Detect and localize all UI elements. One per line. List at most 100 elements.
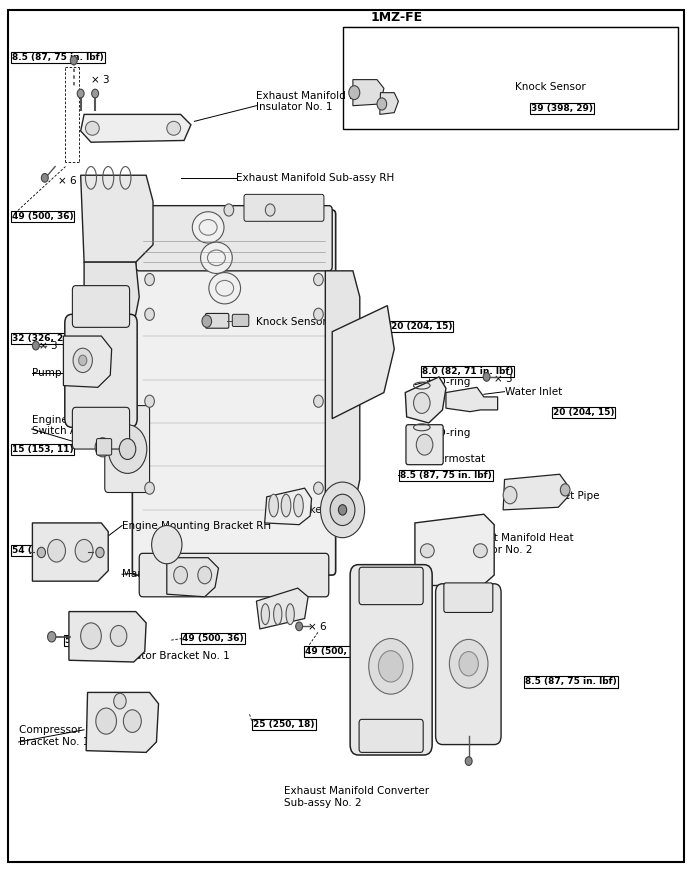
Circle shape (33, 341, 39, 350)
FancyBboxPatch shape (233, 314, 249, 326)
FancyBboxPatch shape (139, 554, 329, 596)
Circle shape (95, 438, 110, 457)
Circle shape (119, 439, 136, 460)
Circle shape (313, 274, 323, 286)
Text: Manifold Stay No. 2: Manifold Stay No. 2 (122, 569, 224, 579)
Circle shape (42, 174, 48, 182)
Circle shape (313, 395, 323, 407)
Ellipse shape (201, 242, 233, 274)
Circle shape (338, 505, 347, 515)
Text: ★ O-ring: ★ O-ring (426, 377, 471, 387)
Circle shape (295, 622, 302, 630)
Circle shape (330, 494, 355, 526)
Text: Exhaust Manifold Heat
Insulator No. 1: Exhaust Manifold Heat Insulator No. 1 (257, 91, 374, 112)
Text: × 3: × 3 (494, 373, 513, 384)
Text: 58 (591, 43): 58 (591, 43) (66, 636, 127, 644)
Circle shape (313, 482, 323, 494)
Text: Pump Bracket: Pump Bracket (32, 368, 104, 378)
Ellipse shape (473, 544, 487, 558)
Circle shape (369, 638, 413, 694)
Polygon shape (406, 377, 446, 423)
Text: Thermostat: Thermostat (426, 454, 485, 465)
Text: Exhaust Manifold Sub-assy RH: Exhaust Manifold Sub-assy RH (236, 173, 394, 183)
Text: Exhaust Manifold Converter
Sub-assy No. 2: Exhaust Manifold Converter Sub-assy No. … (284, 786, 429, 807)
Text: Knock Sensor: Knock Sensor (257, 317, 327, 327)
FancyBboxPatch shape (73, 407, 129, 449)
Circle shape (145, 274, 154, 286)
FancyBboxPatch shape (406, 425, 443, 465)
Ellipse shape (421, 544, 434, 558)
Circle shape (91, 89, 98, 98)
Text: Water Inlet: Water Inlet (504, 386, 562, 397)
Text: 8.5 (87, 75 in. lbf): 8.5 (87, 75 in. lbf) (12, 53, 104, 63)
Text: 8.5 (87, 75 in. lbf): 8.5 (87, 75 in. lbf) (400, 471, 491, 480)
Circle shape (320, 482, 365, 538)
Circle shape (417, 434, 432, 455)
Circle shape (110, 625, 127, 646)
Circle shape (113, 693, 126, 709)
Text: 54 (551, 40): 54 (551, 40) (12, 546, 73, 555)
Circle shape (202, 315, 212, 327)
FancyBboxPatch shape (8, 10, 684, 862)
Text: Water Inlet Pipe: Water Inlet Pipe (517, 491, 599, 501)
Circle shape (465, 757, 472, 766)
Ellipse shape (293, 494, 303, 517)
Text: 20 (204, 15): 20 (204, 15) (391, 322, 453, 331)
Ellipse shape (281, 494, 291, 517)
Ellipse shape (261, 603, 269, 624)
Text: 49 (500, 36): 49 (500, 36) (304, 647, 366, 656)
Circle shape (174, 567, 188, 583)
Ellipse shape (86, 121, 99, 135)
Text: Exhaust Manifold Heat
Insulator No. 2: Exhaust Manifold Heat Insulator No. 2 (456, 533, 574, 555)
Circle shape (48, 631, 56, 642)
Polygon shape (86, 692, 158, 753)
Circle shape (414, 392, 430, 413)
Circle shape (145, 308, 154, 320)
Polygon shape (257, 588, 308, 629)
Text: 8.0 (82, 71 in. lbf): 8.0 (82, 71 in. lbf) (422, 367, 513, 376)
Text: 25 (250, 18): 25 (250, 18) (253, 720, 314, 729)
Polygon shape (415, 514, 494, 585)
Text: × 3: × 3 (91, 76, 109, 85)
Text: × 6: × 6 (58, 176, 77, 187)
Polygon shape (332, 305, 394, 419)
Circle shape (75, 540, 93, 562)
Circle shape (349, 85, 360, 99)
Circle shape (48, 540, 66, 562)
Circle shape (79, 355, 87, 365)
Polygon shape (167, 558, 219, 596)
FancyBboxPatch shape (104, 405, 149, 493)
Ellipse shape (286, 603, 294, 624)
Circle shape (198, 567, 212, 583)
Circle shape (503, 487, 517, 504)
Text: Engine Mounting Bracket RH: Engine Mounting Bracket RH (122, 521, 271, 530)
Circle shape (152, 526, 182, 564)
Polygon shape (81, 175, 153, 262)
FancyBboxPatch shape (206, 313, 229, 328)
Text: 49 (500, 36): 49 (500, 36) (12, 212, 73, 221)
FancyBboxPatch shape (136, 206, 332, 271)
Text: 15 (153, 11): 15 (153, 11) (12, 446, 73, 454)
Text: ★ Gasket: ★ Gasket (277, 505, 326, 514)
Polygon shape (81, 114, 191, 142)
Ellipse shape (273, 603, 282, 624)
Text: ★ O-ring: ★ O-ring (426, 428, 471, 439)
Circle shape (449, 639, 488, 688)
Polygon shape (64, 336, 111, 387)
Circle shape (95, 548, 104, 558)
Circle shape (483, 372, 490, 381)
Polygon shape (353, 79, 384, 106)
Text: × 6: × 6 (308, 623, 327, 632)
Circle shape (459, 651, 478, 676)
Polygon shape (380, 92, 399, 114)
Text: Compressor Mounting
Bracket No. 1: Compressor Mounting Bracket No. 1 (19, 726, 134, 746)
FancyBboxPatch shape (359, 719, 424, 753)
Circle shape (145, 482, 154, 494)
Ellipse shape (209, 273, 241, 303)
Text: 32 (326, 24): 32 (326, 24) (12, 334, 73, 344)
Circle shape (145, 395, 154, 407)
Circle shape (123, 710, 141, 732)
Circle shape (265, 204, 275, 216)
Text: 1MZ-FE: 1MZ-FE (370, 11, 422, 24)
FancyBboxPatch shape (73, 286, 129, 327)
